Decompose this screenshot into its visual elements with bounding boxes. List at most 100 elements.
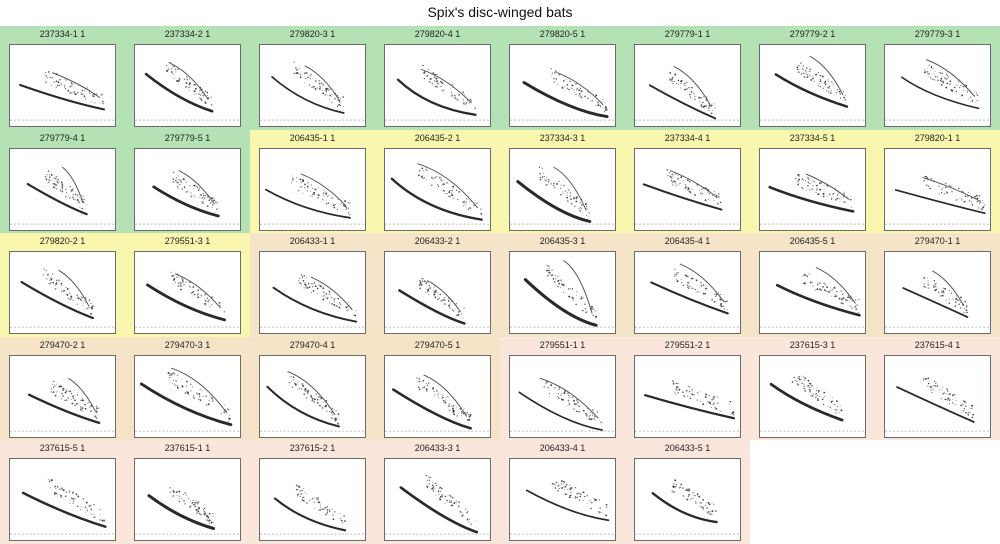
spectrogram-panel [259, 44, 366, 127]
harmonic-trace [815, 266, 856, 304]
call-trace [522, 81, 609, 119]
spectrogram-cell: 237334-1 1 [0, 26, 125, 130]
harmonic-trace [539, 377, 599, 419]
spectrogram-label: 279779-2 1 [789, 29, 836, 39]
spectrogram-cell: 279779-1 1 [625, 26, 750, 130]
spectrogram-cell: 237334-5 1 [750, 129, 875, 233]
call-trace [144, 72, 214, 113]
spectrogram-panel [134, 458, 241, 541]
harmonic-trace [174, 273, 222, 309]
spectrogram-cell: 206435-5 1 [750, 233, 875, 337]
spectrogram-image [760, 55, 865, 121]
noise-speckle [167, 371, 231, 422]
call-trace [774, 73, 849, 108]
noise-speckle [170, 271, 226, 313]
spectrogram-label: 237334-2 1 [164, 29, 211, 39]
spectrogram-panel [134, 251, 241, 334]
noise-speckle [920, 376, 974, 418]
call-trace [769, 382, 844, 421]
call-trace [396, 78, 477, 116]
spectrogram-image [260, 61, 365, 121]
noise-speckle [47, 478, 106, 522]
spectrogram-label: 279551-1 1 [539, 339, 586, 350]
spectrogram-image [885, 59, 990, 121]
spectrogram-panel [884, 44, 991, 127]
harmonic-trace [805, 173, 850, 200]
call-trace [642, 182, 723, 211]
spectrogram-panel [509, 251, 616, 334]
spectrogram-image [385, 373, 490, 432]
noise-speckle [538, 166, 590, 217]
call-trace [902, 287, 969, 318]
noise-speckle [295, 484, 346, 524]
spectrogram-label: 279820-1 1 [914, 132, 961, 143]
call-trace [900, 76, 980, 110]
noise-speckle [291, 174, 351, 215]
spectrogram-label: 206435-1 1 [289, 132, 336, 143]
call-trace [26, 182, 88, 215]
spectrogram-panel [134, 44, 241, 127]
spectrogram-image [885, 376, 990, 432]
call-trace [391, 387, 472, 430]
noise-speckle [543, 380, 603, 423]
spectrogram-image [635, 379, 740, 432]
harmonic-trace [427, 280, 461, 313]
spectrogram-panel [384, 44, 491, 127]
harmonic-trace [421, 68, 472, 104]
noise-speckle [298, 274, 357, 317]
call-trace [147, 494, 216, 531]
noise-speckle [546, 264, 598, 319]
call-trace [27, 393, 101, 424]
spectrogram-label: 279551-2 1 [664, 339, 711, 350]
noise-speckle [795, 173, 852, 208]
spectrogram-panel [9, 44, 116, 127]
noise-speckle [422, 64, 477, 110]
spectrogram-cell: 206433-3 1 [375, 440, 500, 544]
spectrogram-label: 279470-2 1 [39, 339, 86, 350]
harmonic-trace [300, 172, 347, 206]
spectrogram-image [385, 474, 490, 535]
spectrogram-image [260, 484, 365, 535]
call-trace [894, 188, 986, 214]
spectrogram-image [635, 263, 740, 328]
spectrogram-label: 279470-4 1 [289, 339, 336, 350]
spectrogram-image [635, 479, 740, 535]
harmonic-trace [673, 65, 712, 107]
call-trace [390, 177, 483, 221]
spectrogram-label: 279779-1 1 [664, 29, 711, 39]
harmonic-trace [61, 166, 84, 203]
spectrogram-cell: 206433-2 1 [375, 233, 500, 337]
harmonic-trace [170, 367, 228, 413]
call-trace [650, 281, 729, 315]
call-trace [768, 185, 855, 213]
spectrogram-panel [134, 354, 241, 438]
spectrogram-label: 237334-3 1 [539, 132, 586, 143]
noise-speckle [796, 61, 847, 101]
spectrogram-panel [759, 251, 866, 334]
spectrogram-image [10, 478, 115, 535]
spectrogram-label: 206433-4 1 [539, 443, 586, 453]
spectrogram-cell: 279820-4 1 [375, 26, 500, 130]
spectrogram-panel [9, 458, 116, 541]
noise-speckle [42, 268, 94, 315]
spectrogram-label: 279779-3 1 [914, 29, 961, 39]
call-trace [775, 283, 861, 317]
noise-speckle [801, 273, 860, 313]
spectrogram-panel [384, 147, 491, 231]
spectrogram-panel [509, 354, 616, 438]
call-trace [19, 83, 106, 111]
spectrogram-panel [759, 354, 866, 438]
spectrogram-panel [759, 147, 866, 231]
spectrogram-label: 237615-4 1 [914, 339, 961, 350]
noise-speckle [923, 175, 986, 210]
call-trace [146, 283, 227, 322]
spectrogram-cell: 279779-5 1 [125, 129, 250, 233]
harmonic-trace [168, 61, 209, 100]
call-trace [273, 497, 347, 532]
noise-speckle [418, 163, 483, 215]
harmonic-trace [669, 169, 718, 198]
spectrogram-panel [884, 147, 991, 231]
spectrogram-cell: 279820-1 1 [875, 129, 1000, 233]
spectrogram-image [760, 375, 865, 432]
spectrogram-label: 206433-2 1 [414, 236, 461, 246]
